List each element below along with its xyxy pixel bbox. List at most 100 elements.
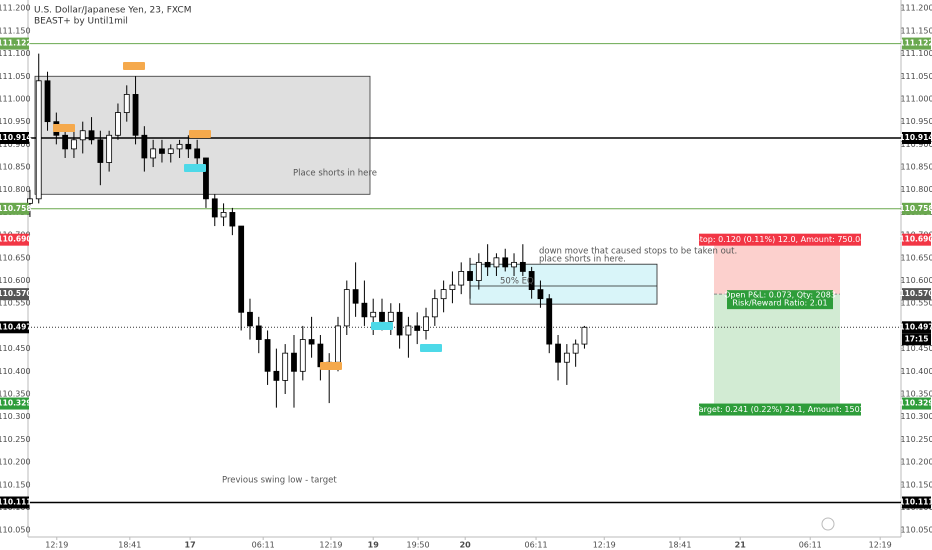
y-tick-label-left: 110.450: [0, 344, 31, 353]
y-tick-label-left: 110.150: [0, 480, 31, 489]
price-tag: [902, 397, 931, 410]
signal-tag: [123, 62, 145, 70]
candle-body: [97, 139, 104, 163]
signal-tag: [53, 124, 75, 132]
time-tag-label: 17:15: [905, 334, 929, 343]
price-tag: [902, 37, 931, 50]
candle-body: [299, 339, 306, 372]
signal-tag: [320, 362, 342, 370]
price-tag-label: 111.122: [0, 39, 32, 48]
x-tick-label: 20: [460, 541, 472, 550]
candle-body: [475, 261, 482, 281]
candle-body: [71, 139, 77, 150]
price-tag: [902, 202, 931, 215]
candle-body: [511, 261, 517, 268]
candle-body: [581, 326, 588, 345]
price-tag: [0, 321, 29, 334]
stop-box: [699, 233, 861, 246]
time-tag: [902, 333, 931, 346]
candle-body: [229, 212, 236, 227]
price-tag: [902, 321, 931, 334]
candle-body: [132, 94, 139, 136]
y-tick-label-right: 110.200: [900, 458, 932, 467]
signal-tag: [420, 344, 442, 352]
y-tick-label-right: 110.800: [900, 185, 932, 194]
x-tick-label: 06:11: [525, 541, 548, 550]
price-tag-label: 110.570: [0, 289, 32, 298]
candle-body: [352, 289, 359, 304]
candle-body: [528, 271, 535, 291]
y-tick-label-right: 110.450: [900, 344, 932, 353]
candle-body: [414, 325, 421, 331]
candle-body: [123, 94, 130, 113]
candle-body: [150, 148, 157, 159]
candle-body: [370, 311, 377, 318]
x-tick-label: 12:19: [593, 541, 616, 550]
candle-body: [405, 325, 412, 336]
price-tag: [0, 397, 29, 410]
y-tick-label-right: 110.850: [900, 163, 932, 172]
y-tick-label-right: 110.900: [900, 140, 932, 149]
candle-body: [211, 198, 218, 218]
candle-body: [361, 302, 368, 318]
candle-body: [27, 198, 33, 204]
candle-body: [379, 311, 385, 322]
candle-body: [159, 148, 165, 154]
candle-body: [467, 271, 473, 281]
candle-body: [255, 325, 262, 340]
y-tick-label-left: 110.850: [0, 163, 31, 172]
note-text: down move that caused stops to be taken …: [539, 247, 737, 257]
candle-body: [484, 261, 491, 268]
y-tick-label-left: 110.300: [0, 412, 31, 421]
candle-body: [396, 311, 403, 336]
x-tick-label: 21: [735, 541, 747, 550]
x-tick-label: 06:11: [799, 541, 822, 550]
price-tag-label: 110.111: [899, 498, 932, 507]
y-tick-label-left: 111.200: [0, 4, 31, 13]
y-tick-label-left: 111.150: [0, 26, 31, 35]
price-tag: [902, 496, 931, 509]
price-tag: [0, 131, 29, 144]
price-tag-label: 110.329: [0, 399, 32, 408]
x-tick-label: 12:19: [869, 541, 892, 550]
y-tick-label-right: 111.150: [900, 26, 932, 35]
rr-text: Risk/Reward Ratio: 2.01: [732, 299, 827, 308]
candle-body: [115, 112, 121, 136]
candle-body: [247, 311, 253, 327]
x-tick-label: 06:11: [252, 541, 275, 550]
signal-tag: [371, 322, 393, 330]
label-layer: U.S. Dollar/Japanese Yen, 23, FXCM BEAST…: [0, 4, 932, 550]
candle-body: [185, 143, 192, 150]
chart-title: U.S. Dollar/Japanese Yen, 23, FXCM: [34, 6, 191, 16]
candle-body: [458, 271, 465, 286]
y-tick-label-right: 110.150: [900, 480, 932, 489]
price-tag: [0, 233, 29, 246]
y-tick-label-left: 110.050: [0, 526, 31, 535]
reward-zone: [714, 294, 840, 404]
candle-body: [537, 289, 544, 300]
candle-body: [220, 212, 227, 218]
candle-body: [431, 298, 438, 318]
candle-body: [502, 257, 509, 268]
y-tick-label-right: 110.050: [900, 526, 932, 535]
price-tag: [0, 496, 29, 509]
candle-body: [88, 130, 95, 141]
y-tick-label-right: 110.400: [900, 367, 932, 376]
y-tick-label-right: 110.300: [900, 412, 932, 421]
y-tick-label-left: 110.650: [0, 253, 31, 262]
y-tick-label-left: 110.250: [0, 435, 31, 444]
note-text: place shorts in here.: [539, 255, 626, 265]
price-tag: [902, 131, 931, 144]
candle-body: [449, 284, 456, 291]
target-text: Target: 0.241 (0.22%) 24.1, Amount: 1502: [694, 405, 865, 414]
price-tag: [0, 37, 29, 50]
x-tick-label: 18:41: [668, 541, 691, 550]
y-tick-label-right: 110.650: [900, 253, 932, 262]
x-tick-label: 12:19: [319, 541, 342, 550]
y-tick-label-right: 110.250: [900, 435, 932, 444]
y-tick-label-right: 111.000: [900, 94, 932, 103]
candle-body: [555, 343, 561, 363]
x-tick-label: 17: [185, 541, 196, 550]
backdrop-layer: [28, 43, 901, 504]
